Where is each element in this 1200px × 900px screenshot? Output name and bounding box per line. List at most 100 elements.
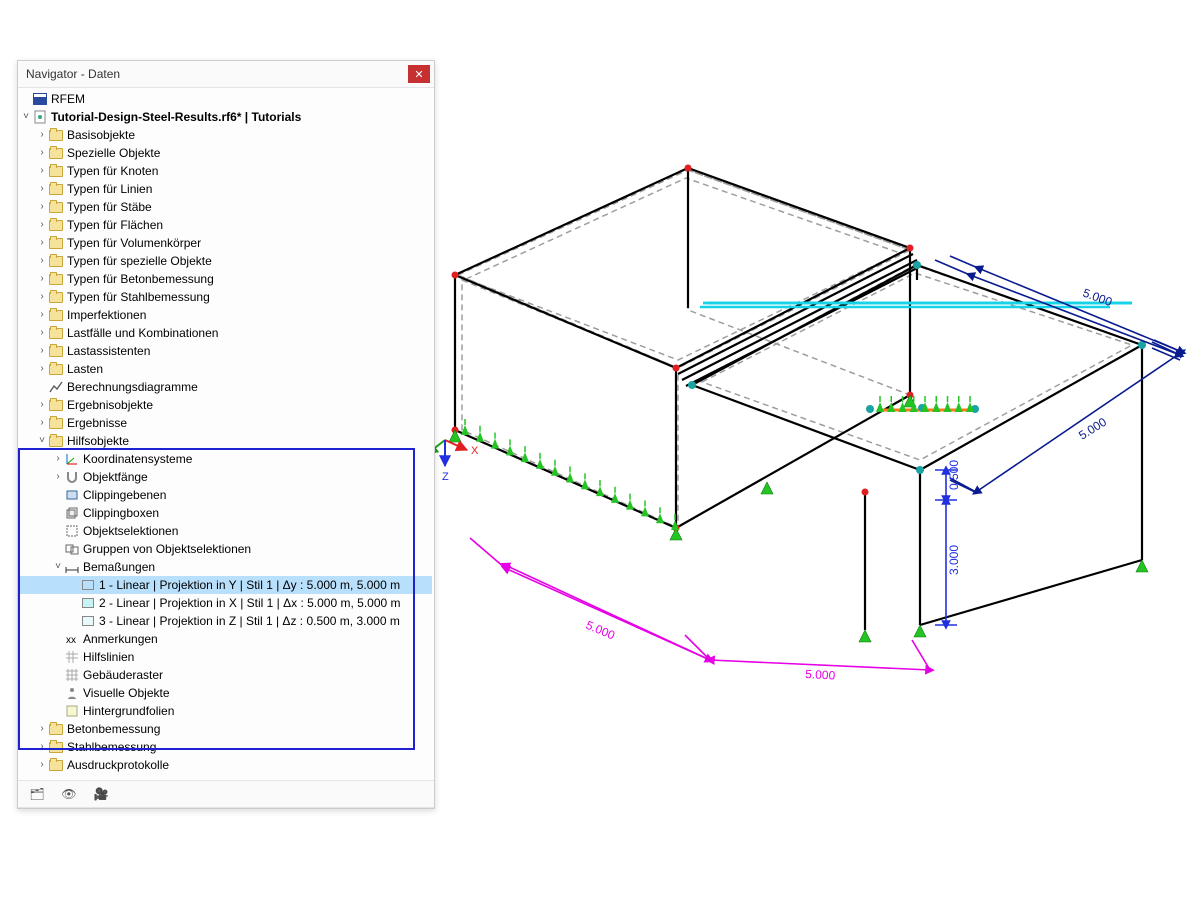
toolbar-btn-video[interactable]: 🎥 (90, 785, 112, 803)
row-icon (32, 109, 48, 125)
tree-item[interactable]: ›Lasten (20, 360, 432, 378)
tree-item[interactable]: › Lastfälle und Kombinationen (20, 324, 432, 342)
row-icon (64, 559, 80, 575)
tree-item[interactable]: Hilfslinien (20, 648, 432, 666)
tree-item[interactable]: › Ergebnisse (20, 414, 432, 432)
svg-text:Z: Z (442, 471, 449, 483)
row-icon (48, 325, 64, 341)
tree-item[interactable]: › Typen für Linien (20, 180, 432, 198)
tree-item[interactable]: ˅Hilfsobjekte (20, 432, 432, 450)
tree-item[interactable]: ›Koordinatensysteme (20, 450, 432, 468)
row-icon (48, 757, 64, 773)
caret-icon[interactable]: ˅ (36, 432, 48, 450)
tree-label: Typen für Flächen (67, 216, 163, 234)
caret-icon[interactable]: › (36, 324, 48, 342)
caret-icon[interactable]: › (36, 126, 48, 144)
actual-colored (452, 165, 1147, 532)
dim-blue-b: 5.000 (1076, 415, 1109, 443)
tree-label: Gebäuderaster (83, 666, 163, 684)
tree-label: Typen für Linien (67, 180, 152, 198)
caret-icon[interactable]: › (36, 342, 48, 360)
tree-item[interactable]: ›Ergebnisobjekte (20, 396, 432, 414)
tree-item[interactable]: ›Typen für spezielle Objekte (20, 252, 432, 270)
tree-item[interactable]: ˅ Tutorial-Design-Steel-Results.rf6* | Tu… (20, 108, 432, 126)
caret-icon[interactable]: › (36, 288, 48, 306)
caret-icon[interactable]: › (36, 720, 48, 738)
caret-icon[interactable]: › (36, 414, 48, 432)
caret-icon[interactable]: › (36, 198, 48, 216)
tree-item[interactable]: ›Typen für Betonbemessung (20, 270, 432, 288)
tree-item[interactable]: ›Typen für Stäbe (20, 198, 432, 216)
tree-item[interactable]: ˅ Bemaßungen (20, 558, 432, 576)
row-icon (32, 91, 48, 107)
tree-item[interactable]: Berechnungsdiagramme (20, 378, 432, 396)
tree-item[interactable]: › Typen für Volumenkörper (20, 234, 432, 252)
caret-icon[interactable]: › (36, 396, 48, 414)
tree-item[interactable]: › Spezielle Objekte (20, 144, 432, 162)
tree-label: Ergebnisse (67, 414, 127, 432)
caret-icon[interactable]: › (36, 216, 48, 234)
tree-label: Basisobjekte (67, 126, 135, 144)
caret-icon[interactable]: › (36, 162, 48, 180)
tree-item[interactable]: ›Lastassistenten (20, 342, 432, 360)
tree-label: Lastfälle und Kombinationen (67, 324, 218, 342)
tree-item[interactable]: ›Typen für Stahlbemessung (20, 288, 432, 306)
row-icon (48, 415, 64, 431)
tree-item[interactable]: ›Betonbemessung (20, 720, 432, 738)
row-icon (48, 397, 64, 413)
tree-item[interactable]: ›Imperfektionen (20, 306, 432, 324)
caret-icon[interactable]: ˅ (20, 108, 32, 126)
panel-titlebar[interactable]: Navigator - Daten ✕ (18, 61, 434, 88)
tree-item[interactable]: Clippingebenen (20, 486, 432, 504)
tree-item[interactable]: xxAnmerkungen (20, 630, 432, 648)
caret-icon[interactable]: › (36, 306, 48, 324)
tree-item[interactable]: › Typen für Flächen (20, 216, 432, 234)
dim-z-b: 3.000 (947, 545, 961, 575)
tree-label: Ausdruckprotokolle (67, 756, 169, 774)
row-icon: xx (64, 631, 80, 647)
tree-label: 2 - Linear | Projektion in X | Stil 1 | … (99, 594, 401, 612)
caret-icon[interactable]: › (36, 180, 48, 198)
row-icon (64, 451, 80, 467)
toolbar-btn-eye[interactable]: 👁 (58, 785, 80, 803)
tree-label: Spezielle Objekte (67, 144, 160, 162)
tree-item[interactable]: 3 - Linear | Projektion in Z | Stil 1 | … (20, 612, 432, 630)
model-viewport[interactable]: 5.000 5.000 (410, 130, 1190, 760)
tree-item[interactable]: RFEM (20, 90, 432, 108)
dimensions: 5.000 5.000 (470, 256, 1182, 683)
row-icon (80, 577, 96, 593)
navigator-panel: Navigator - Daten ✕ RFEM˅Tutorial-Design… (17, 60, 435, 809)
caret-icon[interactable]: › (36, 360, 48, 378)
toolbar-btn-1[interactable]: 🗂 (26, 785, 48, 803)
caret-icon[interactable]: › (52, 468, 64, 486)
tree-view[interactable]: RFEM˅Tutorial-Design-Steel-Results.rf6* … (18, 88, 434, 780)
tree-item[interactable]: Clippingboxen (20, 504, 432, 522)
tree-label: Bemaßungen (83, 558, 155, 576)
caret-icon[interactable]: ˅ (52, 558, 64, 576)
tree-item[interactable]: ›Typen für Knoten (20, 162, 432, 180)
tree-item[interactable]: 2 - Linear | Projektion in X | Stil 1 | … (20, 594, 432, 612)
close-icon[interactable]: ✕ (408, 65, 430, 83)
caret-icon[interactable]: › (36, 738, 48, 756)
tree-item[interactable]: Gruppen von Objektselektionen (20, 540, 432, 558)
row-icon (48, 343, 64, 359)
tree-item[interactable]: Visuelle Objekte (20, 684, 432, 702)
tree-item[interactable]: ›Objektfänge (20, 468, 432, 486)
tree-item[interactable]: › Ausdruckprotokolle (20, 756, 432, 774)
caret-icon[interactable]: › (36, 144, 48, 162)
tree-item[interactable]: ›Stahlbemessung (20, 738, 432, 756)
tree-item[interactable]: 1 - Linear | Projektion in Y | Stil 1 | … (20, 576, 432, 594)
row-icon (48, 181, 64, 197)
caret-icon[interactable]: › (36, 252, 48, 270)
tree-label: Tutorial-Design-Steel-Results.rf6* | Tut… (51, 108, 301, 126)
tree-item[interactable]: Gebäuderaster (20, 666, 432, 684)
dashed-surfaces (458, 170, 1142, 528)
tree-item[interactable]: Objektselektionen (20, 522, 432, 540)
caret-icon[interactable]: › (36, 234, 48, 252)
caret-icon[interactable]: › (36, 756, 48, 774)
tree-item[interactable]: Hintergrundfolien (20, 702, 432, 720)
caret-icon[interactable]: › (36, 270, 48, 288)
tree-label: Typen für Volumenkörper (67, 234, 201, 252)
tree-item[interactable]: › Basisobjekte (20, 126, 432, 144)
caret-icon[interactable]: › (52, 450, 64, 468)
